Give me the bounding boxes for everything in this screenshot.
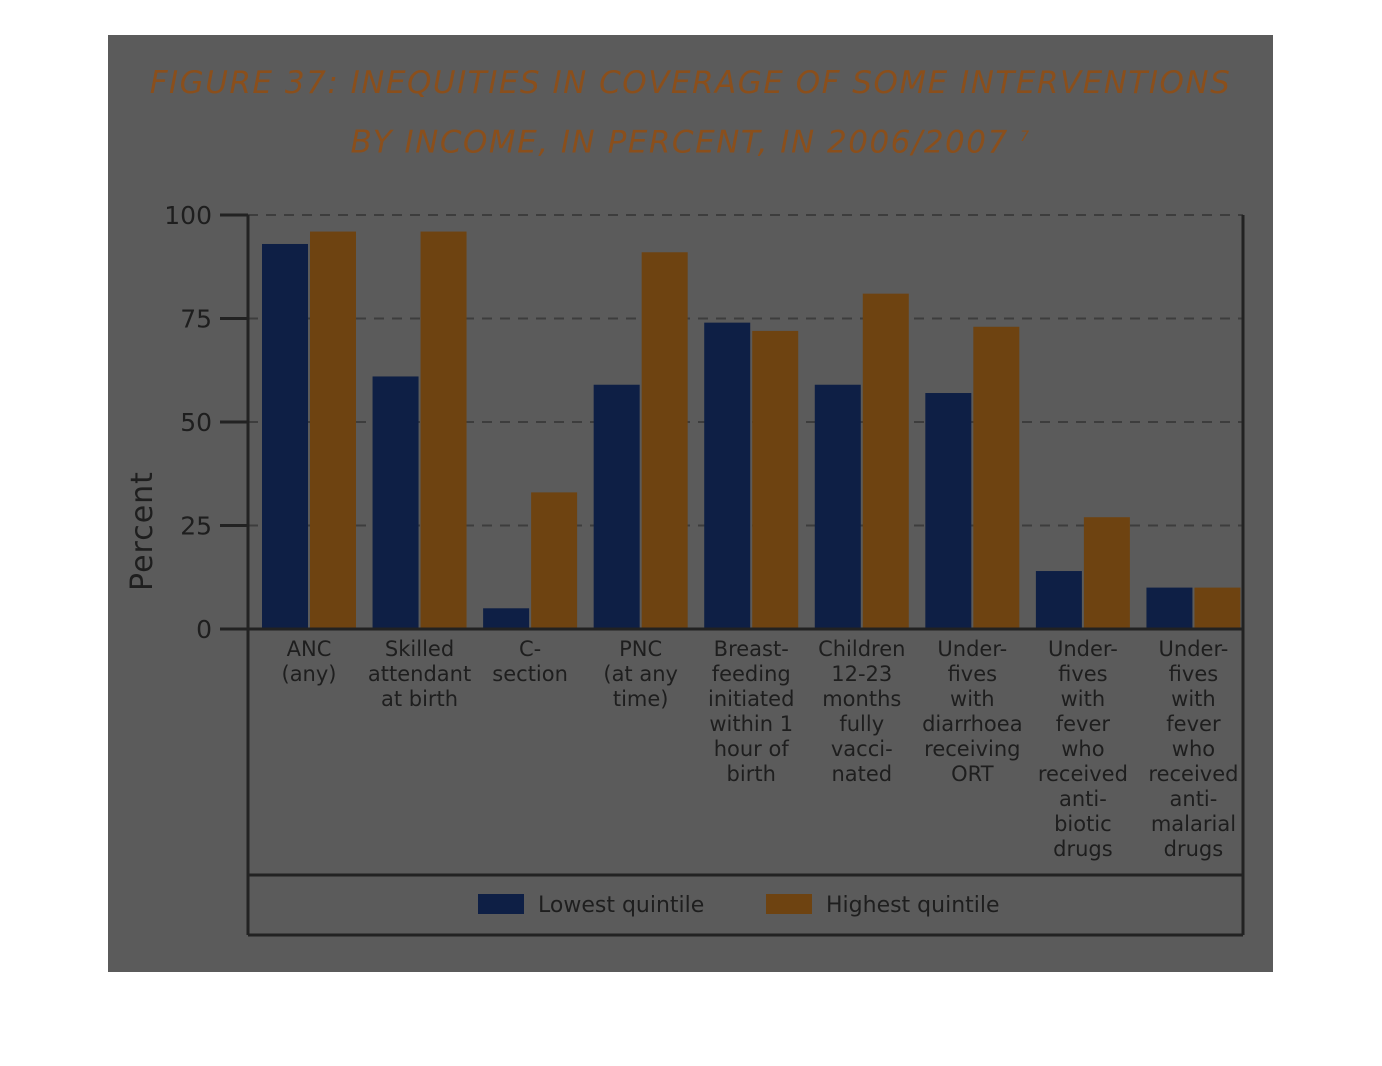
bar-lowest-quintile <box>262 243 308 630</box>
y-tick-label: 75 <box>180 305 212 334</box>
bar-lowest-quintile <box>593 384 640 629</box>
chart-title-line-2: BY INCOME, IN PERCENT, IN 2006/2007 7 <box>108 110 1273 169</box>
bar-highest-quintile <box>641 252 688 629</box>
x-category-label: PNC (at any time) <box>603 637 678 711</box>
y-tick-label: 0 <box>196 615 212 644</box>
bar-lowest-quintile <box>483 608 530 629</box>
bar-lowest-quintile <box>1035 571 1082 629</box>
bar-highest-quintile <box>862 293 909 629</box>
bars <box>262 231 1241 630</box>
x-category-label: Under-fives with fever who received anti-biot… <box>1038 637 1128 861</box>
x-category-label: Under-fives with diarrhoea receiving ORT <box>922 637 1023 786</box>
bar-highest-quintile <box>531 492 578 629</box>
legend-swatch <box>766 894 812 914</box>
bar-lowest-quintile <box>704 322 751 629</box>
chart-title-line-1: FIGURE 37: INEQUITIES IN COVERAGE OF SOM… <box>149 65 1232 101</box>
bar-lowest-quintile <box>372 376 419 629</box>
y-tick-label: 25 <box>180 512 212 541</box>
category-labels: ANC (any) Skilled attendant at birth C-sectio… <box>282 637 1239 861</box>
x-category-label: C-section <box>492 637 568 686</box>
bar-lowest-quintile <box>814 384 861 629</box>
legend-swatch <box>478 894 524 914</box>
x-category-label: Skilled attendant at birth <box>368 637 471 711</box>
legend-label: Highest quintile <box>826 893 1000 918</box>
x-category-label: Children 12-23 months fully vacci-nated <box>818 637 905 786</box>
bar-highest-quintile <box>1194 587 1241 629</box>
x-category-label: Breast-feeding initiated within 1 hour of bi… <box>708 637 794 786</box>
x-category-label: ANC (any) <box>282 637 337 686</box>
y-tick-label: 100 <box>164 201 212 230</box>
y-axis-label: Percent <box>125 471 160 591</box>
axes: 0 25 50 75 100 <box>164 201 1245 937</box>
x-category-label: Under-fives with fever who received anti-mala… <box>1148 637 1238 861</box>
legend-label: Lowest quintile <box>538 893 704 918</box>
bar-highest-quintile <box>1083 517 1130 629</box>
title-footnote: 7 <box>1020 129 1031 145</box>
bar-highest-quintile <box>973 326 1020 629</box>
bar-highest-quintile <box>310 231 356 629</box>
y-tick-label: 50 <box>180 408 212 437</box>
chart-title-line-2-text: BY INCOME, IN PERCENT, IN 2006/2007 <box>350 124 1009 161</box>
bar-lowest-quintile <box>925 393 972 629</box>
legend: Lowest quintile Highest quintile <box>478 893 1000 918</box>
bar-highest-quintile <box>752 330 799 629</box>
chart-title: FIGURE 37: INEQUITIES IN COVERAGE OF SOM… <box>108 56 1273 169</box>
bar-highest-quintile <box>420 231 467 629</box>
bar-lowest-quintile <box>1146 587 1193 629</box>
